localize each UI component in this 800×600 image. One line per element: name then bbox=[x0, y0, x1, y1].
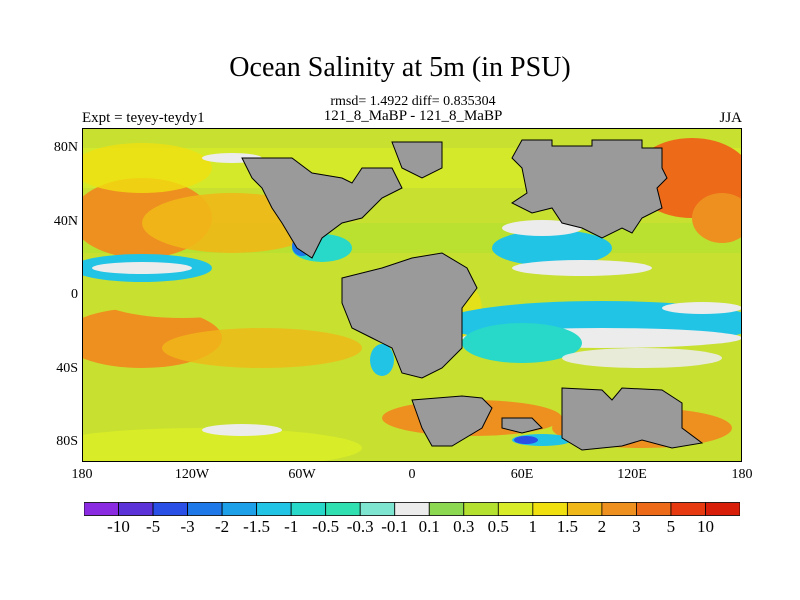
colorbar-label: -0.5 bbox=[312, 517, 340, 536]
x-tick-label: 120W bbox=[174, 467, 210, 482]
colorbar-box bbox=[636, 502, 672, 516]
australia-landmass bbox=[561, 387, 704, 451]
colorbar-label: -0.3 bbox=[346, 517, 374, 536]
colorbar-label: 0.1 bbox=[418, 517, 440, 536]
y-tick-label: 40S bbox=[56, 361, 78, 376]
colorbar-label: 2 bbox=[597, 517, 607, 536]
experiment-label: Expt = teyey-teydy1 bbox=[82, 110, 205, 126]
colorbar-label: 1 bbox=[528, 517, 538, 536]
figure-title: Ocean Salinity at 5m (in PSU) bbox=[229, 52, 571, 83]
colorbar-box bbox=[670, 502, 706, 516]
colorbar-box bbox=[428, 502, 465, 516]
colorbar-box bbox=[532, 502, 568, 516]
land-masses bbox=[241, 139, 704, 451]
colorbar-box bbox=[187, 502, 223, 516]
colorbar-box bbox=[394, 502, 430, 516]
colorbar-box bbox=[359, 502, 396, 516]
run-comparison-label: 121_8_MaBP - 121_8_MaBP bbox=[323, 108, 503, 124]
colorbar-box bbox=[290, 502, 327, 516]
rmsd-diff-stats: rmsd= 1.4922 diff= 0.835304 bbox=[330, 94, 496, 109]
colorbar-label: -1 bbox=[284, 517, 299, 536]
colorbar-box bbox=[221, 502, 258, 516]
colorbar-label: 0.3 bbox=[453, 517, 475, 536]
x-tick-label: 180 bbox=[71, 467, 93, 482]
x-tick-label: 0 bbox=[408, 467, 416, 482]
x-tick-label: 60W bbox=[288, 467, 316, 482]
colorbar-label: -2 bbox=[215, 517, 230, 536]
africa-landmass bbox=[341, 252, 478, 379]
colorbar-box bbox=[705, 502, 740, 516]
colorbar-box bbox=[84, 502, 119, 516]
colorbar-box bbox=[325, 502, 361, 516]
colorbar-box bbox=[497, 502, 534, 516]
colorbar-label: -10 bbox=[107, 517, 130, 536]
colorbar-label: -1.5 bbox=[243, 517, 271, 536]
season-label: JJA bbox=[719, 110, 742, 126]
eurasia-landmass bbox=[511, 139, 668, 239]
north-america-landmass bbox=[241, 157, 403, 259]
colorbar-box bbox=[256, 502, 292, 516]
colorbar-label: 10 bbox=[697, 517, 714, 536]
x-tick-label: 180 bbox=[731, 467, 753, 482]
antarctic-peninsula-landmass bbox=[411, 395, 493, 447]
colorbar-box bbox=[566, 502, 603, 516]
colorbar bbox=[84, 502, 740, 516]
y-tick-label: 80S bbox=[56, 434, 78, 449]
map-frame bbox=[82, 128, 742, 462]
colorbar-label: -3 bbox=[180, 517, 195, 536]
x-tick-label: 120E bbox=[617, 467, 647, 482]
y-tick-label: 40N bbox=[53, 214, 78, 229]
colorbar-box bbox=[152, 502, 188, 516]
colorbar-label: -5 bbox=[146, 517, 161, 536]
colorbar-label: 0.5 bbox=[487, 517, 509, 536]
greenland bbox=[391, 141, 443, 179]
colorbar-label: 5 bbox=[666, 517, 676, 536]
x-tick-label: 60E bbox=[510, 467, 534, 482]
colorbar-label: 1.5 bbox=[556, 517, 579, 536]
colorbar-box bbox=[118, 502, 154, 516]
colorbar-label: -0.1 bbox=[381, 517, 409, 536]
salinity-map bbox=[82, 128, 742, 462]
y-tick-label: 0 bbox=[71, 287, 78, 302]
colorbar-box bbox=[601, 502, 637, 516]
colorbar-label: 3 bbox=[632, 517, 641, 536]
y-tick-label: 80N bbox=[53, 140, 78, 155]
south-polar-land bbox=[501, 417, 543, 434]
colorbar-box bbox=[463, 502, 499, 516]
